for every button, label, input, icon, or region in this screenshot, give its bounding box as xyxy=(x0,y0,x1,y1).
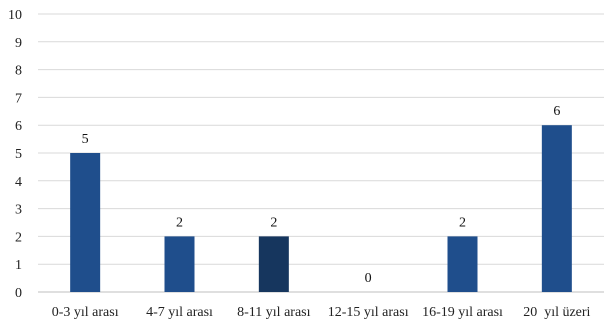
y-tick-label: 10 xyxy=(8,8,22,23)
y-axis-ticks: 0 1 2 3 4 5 6 7 8 9 10 xyxy=(8,8,22,301)
category-label: 16-19 yıl arası xyxy=(422,305,503,320)
y-tick-label: 6 xyxy=(15,119,22,134)
category-label: 8-11 yıl arası xyxy=(237,305,310,320)
y-tick-label: 7 xyxy=(15,91,22,106)
data-label: 2 xyxy=(176,215,183,230)
y-tick-label: 8 xyxy=(15,64,22,79)
bar-1 xyxy=(164,236,195,292)
category-label: 20 yıl üzeri xyxy=(523,305,590,320)
data-label: 5 xyxy=(82,132,89,147)
bars xyxy=(70,125,572,292)
data-label: 2 xyxy=(270,215,277,230)
y-tick-label: 2 xyxy=(15,230,22,245)
y-tick-label: 5 xyxy=(15,147,22,162)
bar-2 xyxy=(258,236,289,292)
y-tick-label: 0 xyxy=(15,286,22,301)
category-label: 0-3 yıl arası xyxy=(52,305,119,320)
x-axis-categories: 0-3 yıl arası 4-7 yıl arası 8-11 yıl arası… xyxy=(52,305,591,320)
category-label: 12-15 yıl arası xyxy=(328,305,409,320)
y-tick-label: 4 xyxy=(15,175,22,190)
y-tick-label: 1 xyxy=(15,258,22,273)
data-label: 0 xyxy=(365,271,372,286)
y-tick-label: 9 xyxy=(15,36,22,51)
bar-0 xyxy=(70,153,101,292)
y-tick-label: 3 xyxy=(15,203,22,218)
data-label: 6 xyxy=(553,104,560,119)
data-labels: 5 2 2 0 2 6 xyxy=(82,104,561,286)
data-label: 2 xyxy=(459,215,466,230)
grid-lines xyxy=(38,13,604,293)
category-label: 4-7 yıl arası xyxy=(146,305,213,320)
bar-5 xyxy=(541,125,572,292)
bar-4 xyxy=(447,236,478,292)
